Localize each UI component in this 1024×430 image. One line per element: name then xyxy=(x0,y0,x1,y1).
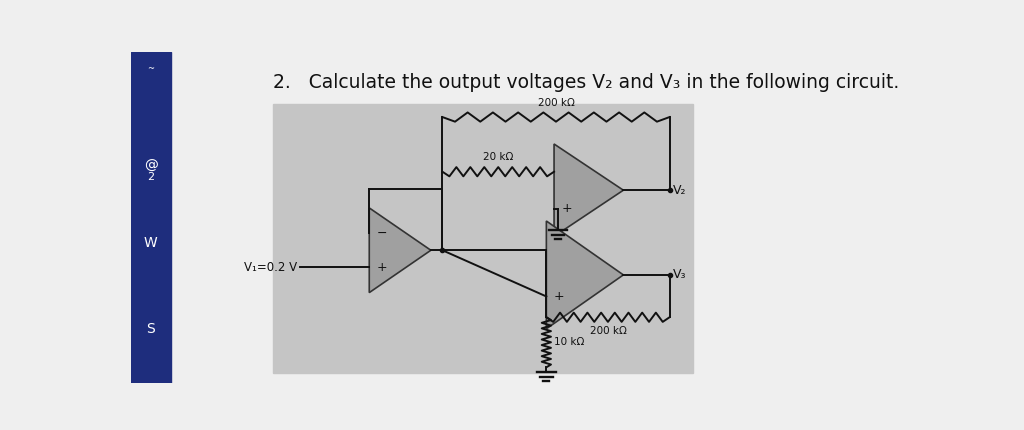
Text: W: W xyxy=(143,236,158,249)
Text: V₂: V₂ xyxy=(673,184,686,197)
Text: V₃: V₃ xyxy=(673,268,686,281)
Text: V₁=0.2 V: V₁=0.2 V xyxy=(244,261,297,274)
Polygon shape xyxy=(554,144,624,237)
Text: 10 kΩ: 10 kΩ xyxy=(554,337,585,347)
Text: @: @ xyxy=(143,159,158,172)
Polygon shape xyxy=(547,221,624,329)
Text: ~: ~ xyxy=(147,64,154,73)
Text: −: − xyxy=(377,227,387,240)
Text: +: + xyxy=(554,290,564,303)
Text: 2.   Calculate the output voltages V₂ and V₃ in the following circuit.: 2. Calculate the output voltages V₂ and … xyxy=(273,73,899,92)
Polygon shape xyxy=(370,208,431,292)
Text: 200 kΩ: 200 kΩ xyxy=(590,326,627,337)
Text: +: + xyxy=(562,202,572,215)
Text: 20 kΩ: 20 kΩ xyxy=(483,153,513,163)
Text: 200 kΩ: 200 kΩ xyxy=(538,98,574,108)
Text: S: S xyxy=(146,322,155,336)
Text: +: + xyxy=(377,261,388,274)
Bar xyxy=(131,52,171,383)
Text: 2: 2 xyxy=(147,172,155,182)
Bar xyxy=(273,104,692,374)
